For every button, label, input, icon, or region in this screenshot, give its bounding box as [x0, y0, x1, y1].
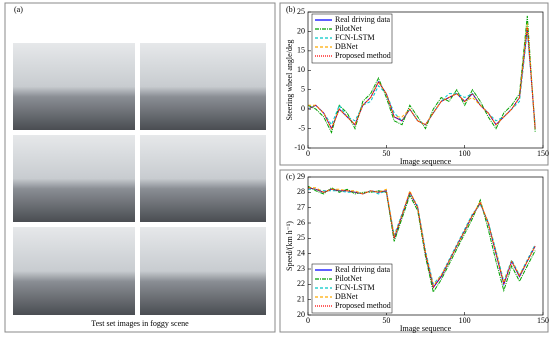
x-tick-label: 100	[459, 316, 471, 325]
y-tick-label: 10	[297, 65, 305, 74]
x-axis-label: Image sequence	[400, 324, 452, 333]
y-tick-label: -10	[294, 143, 305, 152]
legend-label: FCN-LSTM	[335, 283, 375, 292]
legend-label: PilotNet	[335, 274, 362, 283]
y-axis-label: Speed/(km h⁻¹)	[285, 221, 294, 271]
photo	[140, 227, 266, 315]
photo-grid	[13, 43, 266, 315]
series-line	[308, 185, 536, 294]
y-tick-label: 23	[297, 264, 305, 273]
y-tick-label: 24	[297, 248, 305, 257]
panel-frame	[279, 2, 549, 166]
y-tick-label: 21	[297, 294, 305, 303]
series-line	[308, 187, 536, 288]
legend-label: Real driving data	[335, 15, 391, 24]
y-tick-label: 20	[297, 26, 305, 35]
legend-label: FCN-LSTM	[335, 33, 375, 42]
legend-label: DBNet	[335, 42, 358, 51]
photo	[140, 43, 266, 130]
y-tick-label: 5	[301, 85, 305, 94]
legend-label: Proposed method	[335, 301, 391, 310]
y-tick-label: 27	[297, 202, 305, 211]
caption: Test set images in foggy scene	[91, 319, 189, 328]
series-line	[308, 187, 536, 289]
panel-frame	[279, 169, 549, 333]
panel-label: (c)	[286, 172, 295, 181]
y-tick-label: 20	[297, 310, 305, 319]
x-tick-label: 150	[537, 149, 549, 158]
legend-label: Real driving data	[335, 265, 391, 274]
photo	[140, 135, 266, 222]
x-tick-label: 0	[306, 149, 310, 158]
y-tick-label: 0	[301, 104, 305, 113]
series-line	[308, 27, 536, 130]
panel-a-frame	[4, 2, 276, 333]
photo	[13, 227, 135, 315]
panel-label: (b)	[286, 5, 296, 14]
y-tick-label: -5	[298, 123, 305, 132]
legend-label: PilotNet	[335, 24, 362, 33]
x-tick-label: 50	[382, 316, 390, 325]
photo	[13, 43, 135, 130]
y-tick-label: 15	[297, 46, 305, 55]
x-axis-label: Image sequence	[400, 157, 452, 166]
legend-label: Proposed method	[335, 51, 391, 60]
y-tick-label: 25	[297, 7, 305, 16]
y-tick-label: 29	[297, 172, 305, 181]
y-tick-label: 25	[297, 233, 305, 242]
x-tick-label: 150	[537, 316, 549, 325]
x-tick-label: 50	[382, 149, 390, 158]
panel-label: (a)	[14, 5, 23, 14]
y-axis-label: Steering wheel angle/deg	[285, 40, 294, 121]
x-tick-label: 100	[459, 149, 471, 158]
y-tick-label: 22	[297, 279, 305, 288]
y-tick-label: 26	[297, 218, 305, 227]
photo	[13, 135, 135, 222]
plot-frame	[307, 176, 544, 316]
plot-frame	[307, 11, 544, 149]
y-tick-label: 28	[297, 187, 305, 196]
x-tick-label: 0	[306, 316, 310, 325]
legend-label: DBNet	[335, 292, 358, 301]
